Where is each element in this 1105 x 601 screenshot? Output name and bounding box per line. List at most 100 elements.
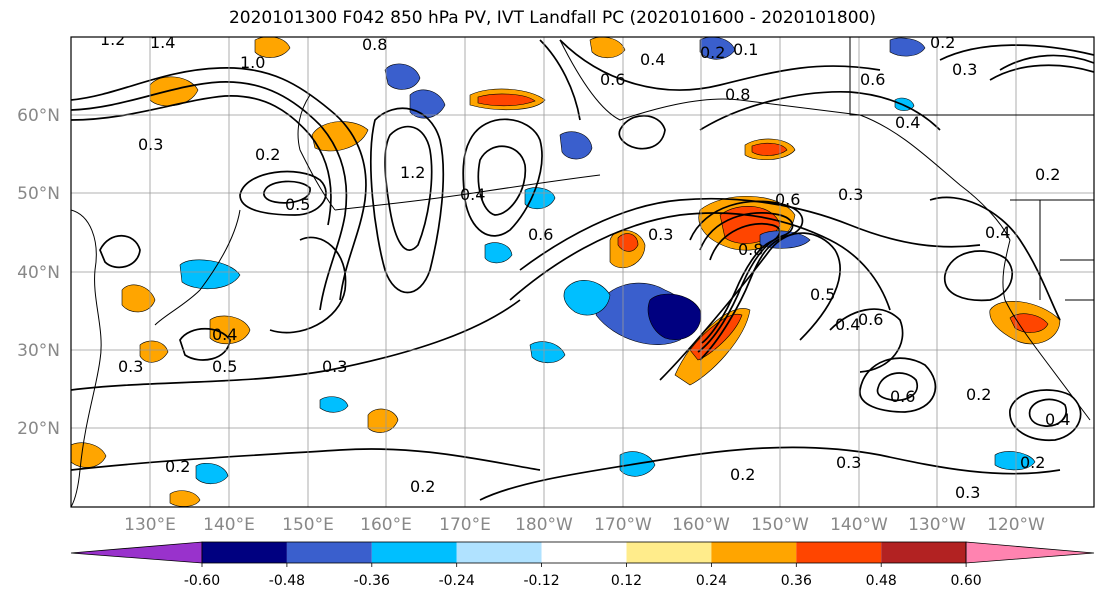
colorbar-tick-label: -0.24 (439, 573, 475, 589)
lon-label: 170°E (439, 515, 491, 535)
lon-label: 150°W (751, 515, 809, 535)
contour-line (859, 357, 937, 413)
colorbar-tick-labels: -0.60 -0.48 -0.36 -0.24 -0.12 0.12 0.24 … (184, 573, 982, 589)
contour-label: 0.8 (738, 240, 763, 259)
contour-label: 0.5 (212, 357, 237, 376)
contour-line (876, 372, 919, 402)
colorbar-tick-label: 0.24 (696, 573, 727, 589)
contour-line (71, 299, 521, 391)
shade-patch (254, 37, 291, 58)
lon-label: 120°W (987, 515, 1045, 535)
lat-label: 40°N (17, 263, 60, 283)
shade-patch (71, 442, 107, 468)
colorbar-ticks (201, 563, 967, 567)
contour-line (479, 446, 1061, 501)
colorbar-tick-label: 0.12 (611, 573, 642, 589)
graticule (71, 37, 1094, 507)
shade-patch (563, 280, 611, 316)
contour-line (697, 212, 794, 353)
colorbar-segment (456, 542, 542, 563)
contour-label: 0.4 (212, 325, 237, 344)
contour-line (384, 125, 433, 251)
contour-label: 0.8 (362, 35, 387, 54)
colorbar-extend-high (965, 541, 1095, 564)
shade-patch (384, 63, 421, 90)
shade-patch (367, 408, 399, 433)
contour-label: 0.2 (1020, 453, 1045, 472)
contour-line (239, 170, 327, 216)
contour-label: 0.1 (733, 40, 758, 59)
colorbar-segment (796, 542, 882, 563)
shade-patch (209, 315, 251, 345)
contour-label: 0.2 (255, 145, 280, 164)
shade-patch (195, 463, 229, 485)
map-frame (70, 36, 1095, 508)
shade-patch (617, 233, 639, 252)
contour-label: 0.2 (410, 477, 435, 496)
colorbar-segment (626, 542, 712, 563)
lon-label: 140°E (203, 515, 255, 535)
contour-line (539, 39, 581, 121)
contour-label: 0.5 (285, 195, 310, 214)
contour-label: 0.4 (640, 50, 665, 69)
colorbar-tick-label: -0.12 (523, 573, 559, 589)
map-title: 2020101300 F042 850 hPa PV, IVT Landfall… (228, 8, 876, 28)
colorbar-segment (202, 542, 287, 563)
shade-patch (559, 131, 593, 160)
contour-label: 1.2 (400, 163, 425, 182)
contour-line (701, 222, 781, 344)
lon-label: 180°W (515, 515, 573, 535)
lat-label: 60°N (17, 106, 60, 126)
coastline-alaska (559, 39, 1011, 241)
lat-labels: 60°N 50°N 40°N 30°N 20°N (17, 106, 60, 439)
contour-label: 0.3 (838, 185, 863, 204)
colorbar-tick-label: 0.48 (866, 573, 897, 589)
contour-line (71, 95, 332, 226)
contour-label: 0.3 (118, 357, 143, 376)
colorbar-tick-label: 0.36 (781, 573, 812, 589)
colorbar-tick-label: 0.60 (951, 573, 982, 589)
contour-layer (71, 39, 1094, 501)
contour-label: 0.8 (725, 85, 750, 104)
contour-line (71, 448, 541, 471)
colorbar-tick-label: -0.48 (269, 573, 305, 589)
shade-patch (149, 76, 199, 107)
colorbar-frame (201, 541, 967, 564)
contour-label: 0.5 (810, 285, 835, 304)
lon-labels: 130°E 140°E 150°E 160°E 170°E 180°W 170°… (124, 515, 1045, 535)
contour-label: 0.4 (460, 185, 485, 204)
shade-patch (1009, 313, 1049, 333)
contour-label: 0.2 (1035, 165, 1060, 184)
colorbar-tick-label: -0.36 (354, 573, 390, 589)
contour-line (939, 44, 1094, 61)
contour-label: 0.6 (600, 70, 625, 89)
contour-label: 0.6 (775, 190, 800, 209)
contour-label: 1.2 (100, 30, 125, 49)
contour-line (829, 308, 904, 373)
contour-line (618, 114, 666, 150)
contour-line (1009, 389, 1082, 442)
contour-line (99, 234, 141, 269)
contour-labels: 1.2 1.4 0.8 1.0 0.2 0.3 0.2 0.6 0.4 0.8 … (100, 30, 1070, 502)
colorbar: -0.60 -0.48 -0.36 -0.24 -0.12 0.12 0.24 … (70, 541, 1095, 589)
border-canada-us (849, 37, 1094, 201)
lat-label: 50°N (17, 184, 60, 204)
contour-label: 0.3 (952, 60, 977, 79)
contour-label: 1.4 (150, 33, 175, 52)
shade-patch (311, 121, 369, 152)
contour-line (929, 196, 1061, 321)
border-states (1039, 200, 1094, 301)
shade-patch (169, 490, 201, 507)
shade-patch (121, 284, 156, 313)
contour-label: 0.3 (322, 357, 347, 376)
coastline-na-west (1002, 239, 1091, 421)
shade-patch (647, 293, 702, 340)
contour-label: 0.3 (836, 453, 861, 472)
contour-label: 0.2 (966, 385, 991, 404)
colorbar-segment (881, 542, 967, 563)
lon-label: 170°W (594, 515, 652, 535)
lon-label: 130°W (908, 515, 966, 535)
lat-label: 20°N (17, 419, 60, 439)
contour-label: 0.4 (835, 315, 860, 334)
contour-line (269, 236, 347, 334)
